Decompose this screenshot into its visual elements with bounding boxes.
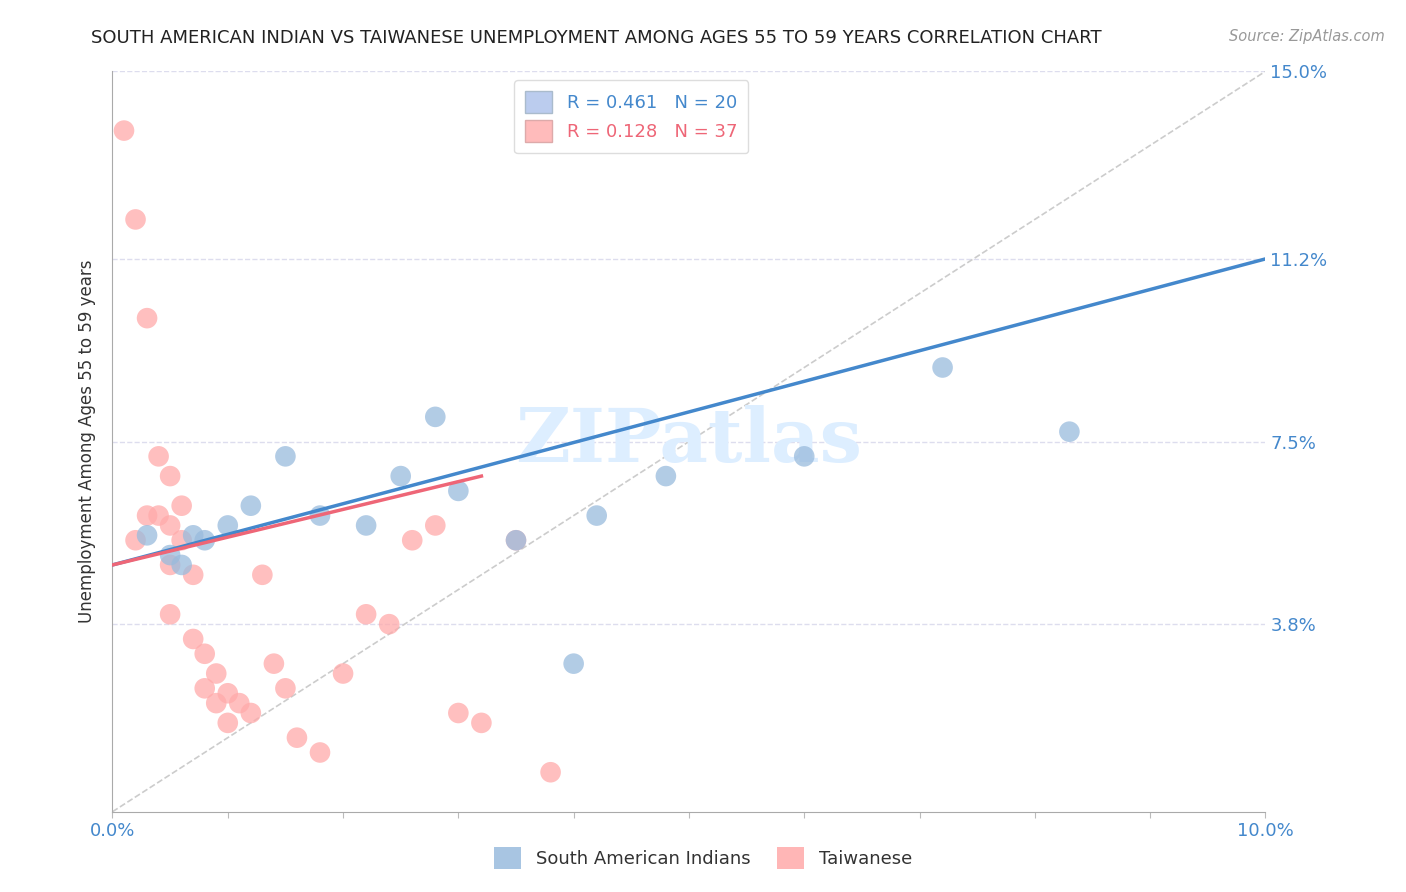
Point [425, 409, 447, 424]
Point [136, 508, 159, 523]
Text: Source: ZipAtlas.com: Source: ZipAtlas.com [1229, 29, 1385, 44]
Point [354, 607, 377, 622]
Point [181, 528, 204, 542]
Point [655, 469, 678, 483]
Point [181, 567, 204, 582]
Point [239, 499, 262, 513]
Point [194, 533, 217, 548]
Point [378, 617, 401, 632]
Point [274, 681, 297, 696]
Point [354, 518, 377, 533]
Point [217, 518, 239, 533]
Point [124, 212, 146, 227]
Point [181, 632, 204, 646]
Point [217, 686, 239, 700]
Point [931, 360, 953, 375]
Point [793, 450, 815, 464]
Point [562, 657, 585, 671]
Point [112, 123, 135, 137]
Point [309, 508, 332, 523]
Point [136, 528, 159, 542]
Point [159, 548, 181, 562]
Point [505, 533, 527, 548]
Point [124, 533, 146, 548]
Point [136, 311, 159, 326]
Point [170, 499, 193, 513]
Point [205, 666, 228, 681]
Point [159, 607, 181, 622]
Point [263, 657, 285, 671]
Point [389, 469, 412, 483]
Legend: South American Indians, Taiwanese: South American Indians, Taiwanese [486, 839, 920, 876]
Point [159, 469, 181, 483]
Point [505, 533, 527, 548]
Point [170, 533, 193, 548]
Point [401, 533, 423, 548]
Point [425, 518, 447, 533]
Point [194, 681, 217, 696]
Point [159, 558, 181, 572]
Point [170, 558, 193, 572]
Legend: R = 0.461   N = 20, R = 0.128   N = 37: R = 0.461 N = 20, R = 0.128 N = 37 [515, 80, 748, 153]
Point [148, 450, 170, 464]
Point [228, 696, 250, 710]
Point [274, 450, 297, 464]
Point [252, 567, 274, 582]
Point [1059, 425, 1081, 439]
Y-axis label: Unemployment Among Ages 55 to 59 years: Unemployment Among Ages 55 to 59 years [77, 260, 96, 624]
Point [205, 696, 228, 710]
Text: ZIPatlas: ZIPatlas [516, 405, 862, 478]
Point [285, 731, 308, 745]
Point [194, 647, 217, 661]
Point [540, 765, 562, 780]
Point [332, 666, 354, 681]
Point [447, 706, 470, 720]
Point [585, 508, 607, 523]
Point [309, 746, 332, 760]
Point [148, 508, 170, 523]
Point [217, 715, 239, 730]
Point [470, 715, 492, 730]
Point [159, 518, 181, 533]
Point [239, 706, 262, 720]
Point [447, 483, 470, 498]
Text: SOUTH AMERICAN INDIAN VS TAIWANESE UNEMPLOYMENT AMONG AGES 55 TO 59 YEARS CORREL: SOUTH AMERICAN INDIAN VS TAIWANESE UNEMP… [91, 29, 1102, 46]
